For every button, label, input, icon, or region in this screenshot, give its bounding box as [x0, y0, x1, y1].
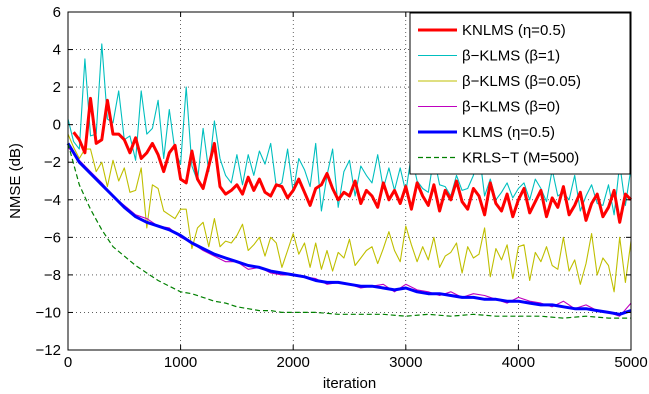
y-tick-label: 4 [53, 42, 61, 59]
x-tick-label: 4000 [502, 354, 535, 371]
x-tick-label: 3000 [389, 354, 422, 371]
series-line-0 [72, 96, 633, 224]
plot-series [66, 43, 633, 319]
legend-label: β−KLMS (β=1) [462, 48, 560, 65]
x-tick-label: 2000 [277, 354, 310, 371]
series-line-2 [67, 133, 632, 293]
y-axis-label: NMSE (dB) [7, 143, 24, 219]
x-tick-label: 1000 [164, 354, 197, 371]
series-line-4 [66, 142, 632, 316]
legend-box [409, 12, 631, 175]
x-axis-label: iteration [323, 375, 376, 392]
legend-label: β−KLMS (β=0.05) [462, 73, 581, 90]
y-tick-label: 0 [53, 117, 61, 134]
series-line-5 [67, 143, 631, 319]
x-tick-label: 0 [64, 354, 72, 371]
legend-label: β−KLMS (β=0) [462, 99, 560, 116]
y-tick-label: −6 [44, 229, 61, 246]
y-tick-label: −4 [44, 192, 61, 209]
y-tick-label: −10 [36, 304, 61, 321]
y-tick-label: −8 [44, 267, 61, 284]
legend-label: KRLS−T (M=500) [462, 150, 579, 167]
y-tick-label: 6 [53, 4, 61, 21]
legend-label: KNLMS (η=0.5) [462, 22, 566, 39]
y-tick-label: 2 [53, 79, 61, 96]
series-line-1 [67, 43, 632, 216]
axis-ticks: 0 1000 2000 3000 4000 5000 −12 −10 −8 −6 −4 −2 0 2 4 6 [36, 4, 648, 371]
y-tick-label: −12 [36, 342, 61, 359]
x-tick-label: 5000 [614, 354, 647, 371]
plot-frame [67, 11, 632, 351]
y-tick-label: −2 [44, 154, 61, 171]
legend-label: KLMS (η=0.5) [462, 124, 555, 141]
legend: KNLMS (η=0.5) β−KLMS (β=1) β−KLMS (β=0.05)… [409, 12, 631, 175]
